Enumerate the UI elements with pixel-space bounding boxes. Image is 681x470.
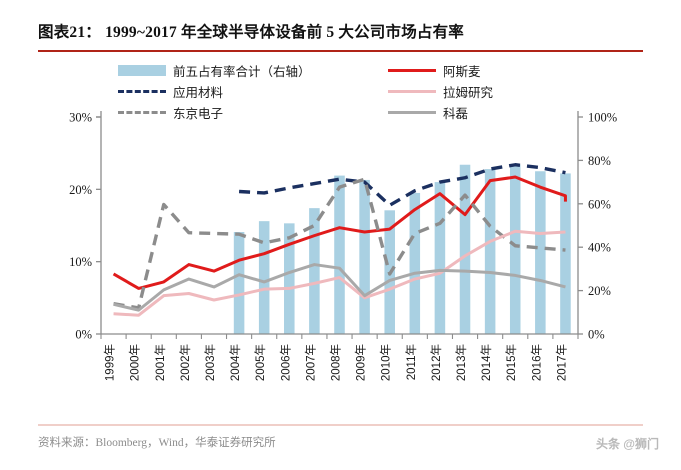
left-tick-label: 30% [69, 111, 92, 125]
legend-item-amat[interactable]: 应用材料 [118, 83, 224, 100]
x-axis-label-2003年: 2003年 [203, 344, 217, 381]
footer-divider [38, 424, 643, 426]
x-axis-label-2005年: 2005年 [253, 344, 267, 381]
legend-swatch-line-gray-icon [388, 110, 436, 114]
legend-swatch-dash-navy-icon [118, 89, 166, 93]
x-axis-label-2004年: 2004年 [228, 344, 242, 381]
series-line-科磊 [113, 263, 566, 312]
bar-2016年 [535, 171, 546, 334]
legend-label-amat: 应用材料 [173, 85, 224, 100]
x-axis-label-2001年: 2001年 [153, 344, 167, 381]
series-line-拉姆研究 [113, 229, 566, 317]
x-axis-label-2013年: 2013年 [454, 344, 468, 381]
bar-2007年 [309, 208, 320, 334]
legend-swatch-line-icon [388, 68, 436, 72]
bar-2011年 [409, 192, 421, 334]
right-tick-label: 20% [588, 284, 611, 298]
x-axis-label-2008年: 2008年 [329, 344, 343, 381]
bar-2014年 [484, 169, 496, 334]
legend-item-total[interactable]: 前五占有率合计（右轴） [118, 62, 311, 79]
x-axis-label-2007年: 2007年 [303, 344, 317, 381]
x-axis-label-1999年: 1999年 [103, 344, 117, 381]
x-axis-label-2006年: 2006年 [278, 344, 292, 381]
x-axis-label-2012年: 2012年 [429, 344, 443, 381]
right-tick-label: 80% [588, 154, 611, 168]
legend-item-kla[interactable]: 科磊 [388, 104, 469, 121]
bar-2006年 [284, 223, 295, 334]
legend-label-tel: 东京电子 [173, 106, 224, 121]
bar-2013年 [459, 164, 471, 334]
legend-item-tel[interactable]: 东京电子 [118, 104, 224, 121]
right-tick-label: 60% [588, 197, 611, 211]
x-axis-label-2014年: 2014年 [479, 344, 493, 381]
series-line-阿斯麦 [112, 175, 567, 290]
legend-swatch-bar-icon [118, 64, 166, 76]
series-line-应用材料 [238, 163, 566, 207]
legend-swatch-line-pink-icon [388, 89, 436, 93]
x-axis-label-2010年: 2010年 [379, 344, 393, 381]
legend-label-kla: 科磊 [443, 106, 469, 121]
bar-2005年 [258, 221, 270, 334]
legend-item-asml[interactable]: 阿斯麦 [388, 62, 481, 79]
watermark-label: 头条 @狮门 [595, 437, 659, 451]
legend-label-total: 前五占有率合计（右轴） [173, 64, 311, 79]
legend-label-asml: 阿斯麦 [443, 64, 481, 79]
x-axis-label-2002年: 2002年 [178, 344, 192, 381]
x-axis-label-2009年: 2009年 [354, 344, 368, 381]
left-tick-label: 10% [69, 255, 92, 269]
bar-2017年 [560, 173, 571, 334]
bar-2009年 [359, 179, 370, 334]
x-axis-label-2000年: 2000年 [128, 344, 142, 381]
bar-2015年 [509, 164, 521, 334]
bar-2008年 [334, 175, 345, 334]
left-tick-label: 0% [75, 328, 92, 342]
title-divider [38, 50, 643, 52]
series-line-东京电子 [113, 177, 566, 310]
left-tick-label: 20% [69, 183, 92, 197]
source-note: 资料来源：Bloomberg，Wind，华泰证券研究所 [38, 437, 276, 449]
figure-title: 图表21： 1999~2017 年全球半导体设备前 5 大公司市场占有率 [38, 20, 643, 52]
right-tick-label: 0% [588, 328, 605, 342]
legend-item-lam[interactable]: 拉姆研究 [388, 83, 494, 100]
bar-2012年 [434, 182, 446, 334]
figure-title-text: 图表21： 1999~2017 年全球半导体设备前 5 大公司市场占有率 [38, 24, 465, 41]
x-axis-label-2017年: 2017年 [554, 344, 568, 381]
right-tick-label: 100% [588, 111, 617, 125]
x-axis-label-2011年: 2011年 [404, 344, 418, 380]
bar-2004年 [233, 232, 245, 334]
legend-label-lam: 拉姆研究 [443, 85, 494, 100]
right-tick-label: 40% [588, 241, 611, 255]
chart-legend: 前五占有率合计（右轴） 阿斯麦 应用材料 拉姆研究 东京电子 科磊 [118, 62, 598, 121]
legend-swatch-dash-gray-icon [118, 110, 166, 114]
x-axis-label-2016年: 2016年 [529, 344, 543, 381]
x-axis-label-2015年: 2015年 [504, 344, 518, 381]
